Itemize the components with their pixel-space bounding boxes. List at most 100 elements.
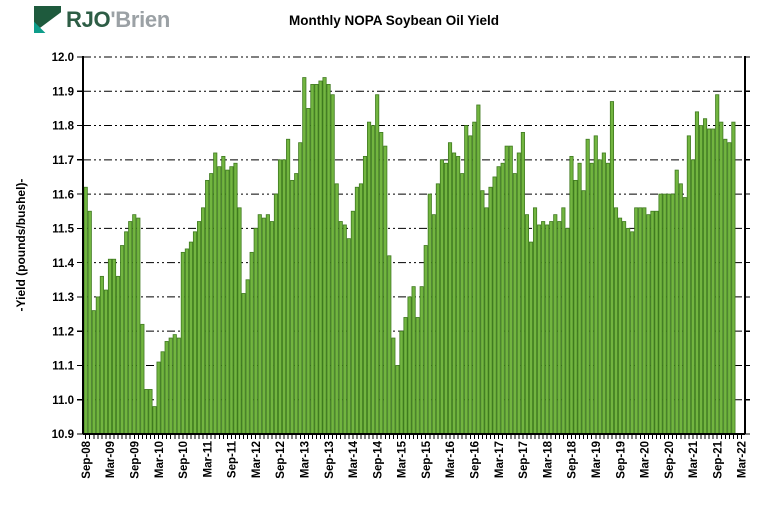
x-tick-label: Mar-20 xyxy=(640,441,652,478)
bar xyxy=(662,193,667,435)
x-tick-label: Sep-14 xyxy=(372,440,384,478)
bar xyxy=(719,121,724,435)
bar xyxy=(346,238,351,435)
y-tick-label: 11.7 xyxy=(52,155,74,167)
y-tick-label: 10.9 xyxy=(52,429,74,441)
bar xyxy=(273,193,279,435)
bar xyxy=(120,245,125,435)
bar xyxy=(626,227,631,435)
bar xyxy=(124,231,129,435)
bar xyxy=(375,94,380,435)
x-tick-label: Mar-11 xyxy=(202,440,214,477)
bar xyxy=(87,210,92,435)
bar xyxy=(367,121,372,435)
x-tick-label: Sep-09 xyxy=(129,441,141,479)
chart-title: Monthly NOPA Soybean Oil Yield xyxy=(288,13,500,28)
bar xyxy=(265,214,270,435)
bar xyxy=(589,162,594,435)
bar xyxy=(435,183,440,435)
bar xyxy=(132,214,137,435)
bar xyxy=(468,135,473,435)
bar xyxy=(569,155,574,435)
x-tick-label: Mar-12 xyxy=(251,441,263,478)
y-tick-label: 11.6 xyxy=(52,189,74,201)
tick-marks xyxy=(77,56,750,439)
bar xyxy=(371,125,376,435)
bar xyxy=(427,193,432,435)
x-tick-label: Sep-08 xyxy=(81,440,93,478)
x-tick-label: Mar-16 xyxy=(445,441,457,478)
bar xyxy=(217,166,222,435)
bar xyxy=(476,104,481,435)
bar xyxy=(496,166,501,435)
bar xyxy=(111,258,117,435)
bar xyxy=(241,293,246,435)
bar xyxy=(253,227,258,435)
bar xyxy=(318,80,323,435)
bar xyxy=(152,406,157,435)
bar xyxy=(472,121,477,435)
bar xyxy=(573,179,578,435)
bar xyxy=(678,183,683,435)
bar xyxy=(727,142,732,435)
x-tick-label: Sep-21 xyxy=(712,440,724,478)
bar xyxy=(593,135,598,435)
bar xyxy=(447,142,453,435)
x-tick-label: Mar-22 xyxy=(737,441,749,478)
bar xyxy=(431,214,436,435)
x-tick-label: Sep-12 xyxy=(275,441,287,479)
y-tick-label: 11.5 xyxy=(52,224,74,236)
y-axis-title: -Yield (pounds/bushel)- xyxy=(14,178,28,312)
bar xyxy=(541,221,546,435)
bar xyxy=(456,155,461,435)
logo-text: RJO'Brien xyxy=(66,7,170,33)
bar xyxy=(229,166,234,435)
bar xyxy=(164,341,169,435)
bar xyxy=(140,323,145,435)
bar xyxy=(537,224,542,435)
bar xyxy=(646,214,651,435)
bar xyxy=(310,84,315,435)
bar xyxy=(362,155,368,435)
logo-text-brien: 'Brien xyxy=(110,6,171,32)
bar xyxy=(674,169,679,435)
x-tick-label: Sep-20 xyxy=(664,441,676,479)
bar xyxy=(298,142,303,435)
bar xyxy=(577,162,582,435)
y-tick-label: 12.0 xyxy=(52,52,74,64)
bar xyxy=(395,365,400,435)
bar xyxy=(622,221,627,435)
bar xyxy=(585,138,590,435)
bar xyxy=(342,224,347,435)
bar xyxy=(116,275,121,435)
x-tick-label: Mar-14 xyxy=(348,440,360,478)
bar xyxy=(221,155,226,435)
y-tick-label: 11.9 xyxy=(52,86,74,98)
bar xyxy=(261,217,266,435)
bar xyxy=(528,241,534,435)
bar xyxy=(107,258,113,435)
bar xyxy=(338,221,343,435)
bar xyxy=(314,84,319,435)
bar xyxy=(302,77,307,435)
bar xyxy=(452,152,457,435)
x-tick-label: Mar-19 xyxy=(591,441,603,478)
x-tick-label: Sep-18 xyxy=(567,440,579,478)
bar xyxy=(723,138,728,435)
bar xyxy=(403,317,408,435)
bar xyxy=(605,162,610,435)
bar xyxy=(156,361,161,435)
tick-labels: 10.9 11.0 11.1 11.2 11.3 11.4 11.5 11.6 11.7 11.8… xyxy=(52,52,749,479)
bar xyxy=(686,135,691,435)
bar xyxy=(654,210,659,435)
bar xyxy=(225,169,230,435)
bar xyxy=(557,221,562,435)
bar xyxy=(484,207,489,435)
bar xyxy=(415,317,420,435)
bar xyxy=(512,173,517,435)
bar xyxy=(650,210,655,435)
bar xyxy=(383,145,388,435)
y-tick-label: 11.2 xyxy=(52,326,74,338)
bar xyxy=(670,193,675,435)
bar xyxy=(103,289,108,435)
